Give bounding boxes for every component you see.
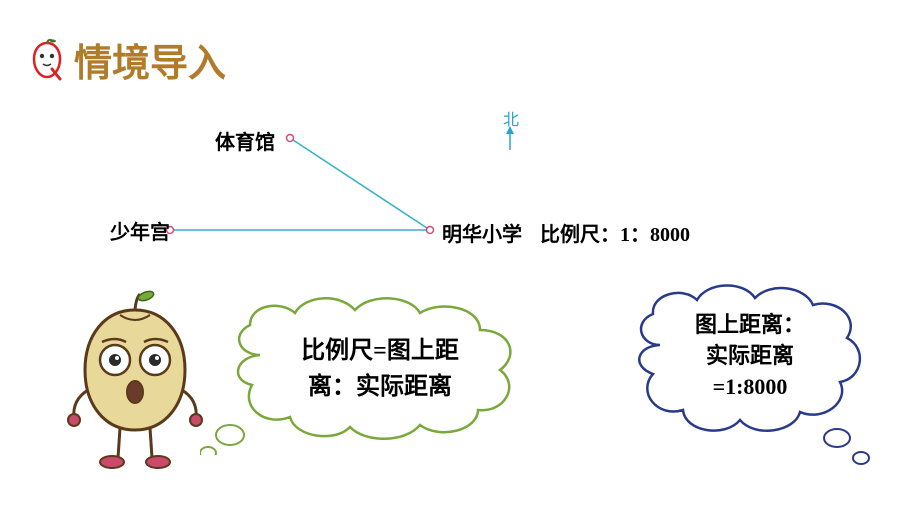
cloud2-line3: =1:8000 — [660, 372, 840, 403]
slide-title-row: 情境导入 — [28, 32, 226, 87]
apple-character-icon — [60, 290, 210, 485]
thought-cloud-1: 比例尺=图上距 离：实际距离 — [200, 285, 550, 460]
cloud1-line1: 比例尺=图上距 — [270, 333, 490, 369]
map-diagram: 体育馆 少年宫 明华小学 比例尺：1：8000 北 — [140, 108, 780, 268]
apple-q-icon — [28, 39, 66, 81]
scale-label: 比例尺：1：8000 — [540, 218, 690, 247]
cloud1-text: 比例尺=图上距 离：实际距离 — [270, 333, 490, 405]
slide-title: 情境导入 — [74, 32, 226, 87]
school-label: 明华小学 — [442, 218, 522, 247]
cloud1-line2: 离：实际距离 — [270, 369, 490, 405]
north-label: 北 — [503, 106, 519, 130]
palace-label: 少年宫 — [110, 216, 170, 245]
cloud2-line1: 图上距离： — [660, 310, 840, 341]
gym-label: 体育馆 — [215, 126, 275, 155]
cloud2-text: 图上距离： 实际距离 =1:8000 — [660, 310, 840, 402]
cloud2-line2: 实际距离 — [660, 341, 840, 372]
thought-cloud-2: 图上距离： 实际距离 =1:8000 — [605, 270, 885, 475]
